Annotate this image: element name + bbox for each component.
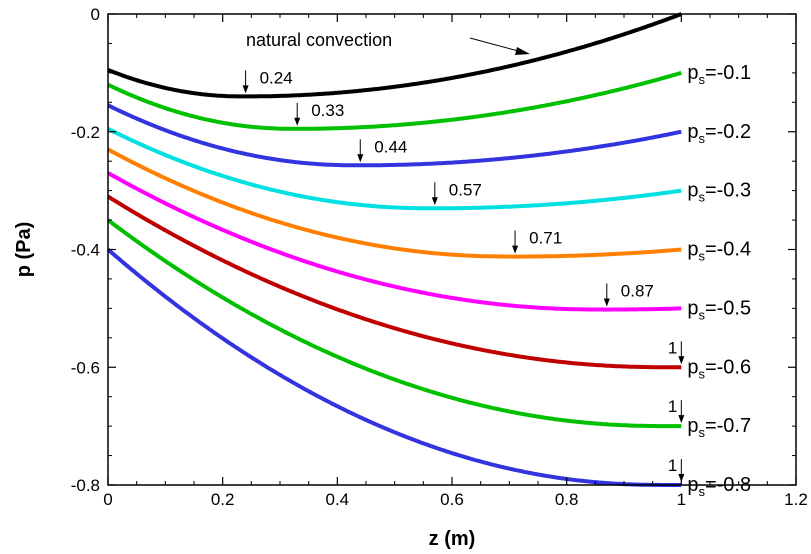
series-line-7 [106,218,682,429]
min-label: 0.87 [621,282,654,301]
min-label: 1 [668,338,677,357]
min-arrow-head [512,245,519,254]
min-arrow-head [678,415,685,424]
annotations: 0.24 0.33 ps=-0.1 0.44 ps=-0.2 0.57 ps=-0.3 0.7… [242,30,751,499]
natural-convection-arrow-head [515,47,530,55]
series-line-4 [107,147,682,259]
y-tick-label: 0 [91,5,100,24]
min-arrow-head [678,356,685,365]
x-axis-label: z (m) [429,528,476,550]
min-label: 0.24 [260,68,293,87]
y-tick-label: -0.8 [71,476,100,495]
min-arrow-head [294,117,301,126]
x-tick-label: 0 [103,490,112,509]
min-label: 1 [668,456,677,475]
axis-ticks: 0 0.2 0.4 0.6 0.8 1 1.2 0 -0.2 -0.4 -0.6 -0.8 [71,5,808,509]
min-label: 0.71 [529,229,562,248]
natural-convection-leader [469,37,523,53]
min-arrow-head [678,474,685,482]
min-label: 0.33 [311,101,344,120]
curves [106,12,682,487]
x-tick-label: 1.2 [784,490,808,509]
series-line-3 [107,127,682,211]
min-arrow-head [603,298,610,307]
min-label: 1 [668,397,677,416]
series-label-5: ps=-0.5 [687,297,751,322]
x-tick-label: 1 [677,490,686,509]
series-line-6 [106,194,682,370]
series-label-4: ps=-0.4 [687,239,751,264]
series-label-8: ps=-0.8 [687,474,751,499]
series-label-2: ps=-0.2 [687,121,751,146]
y-axis-label: p (Pa) [13,222,35,278]
x-tick-label: 0.4 [326,490,350,509]
min-arrow-head [357,154,364,163]
min-arrow-head [242,85,249,94]
y-tick-label: -0.2 [71,123,100,142]
series-line-1 [107,70,682,131]
x-tick-label: 0.8 [555,490,579,509]
natural-convection-label: natural convection [246,30,392,50]
min-label: 0.44 [374,137,407,156]
x-tick-label: 0.6 [440,490,464,509]
y-tick-label: -0.4 [71,241,100,260]
min-label: 0.57 [449,180,482,199]
series-label-1: ps=-0.1 [687,62,751,87]
series-line-5 [107,171,682,312]
series-line-8 [106,248,682,487]
series-line-0 [107,12,682,99]
x-tick-label: 0.2 [211,490,235,509]
y-tick-label: -0.6 [71,358,100,377]
min-arrow-head [431,197,438,206]
series-label-3: ps=-0.3 [687,180,751,205]
series-label-6: ps=-0.6 [687,356,751,381]
series-label-7: ps=-0.7 [687,415,751,440]
series-line-2 [107,103,682,168]
